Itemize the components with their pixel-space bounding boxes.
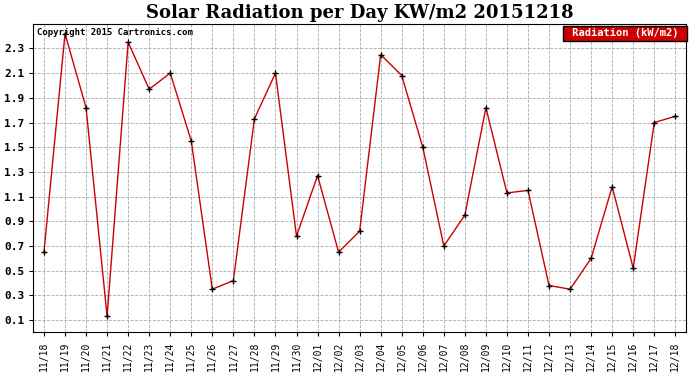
Text: Copyright 2015 Cartronics.com: Copyright 2015 Cartronics.com <box>37 28 193 38</box>
Text: Radiation (kW/m2): Radiation (kW/m2) <box>566 28 684 38</box>
Title: Solar Radiation per Day KW/m2 20151218: Solar Radiation per Day KW/m2 20151218 <box>146 4 573 22</box>
